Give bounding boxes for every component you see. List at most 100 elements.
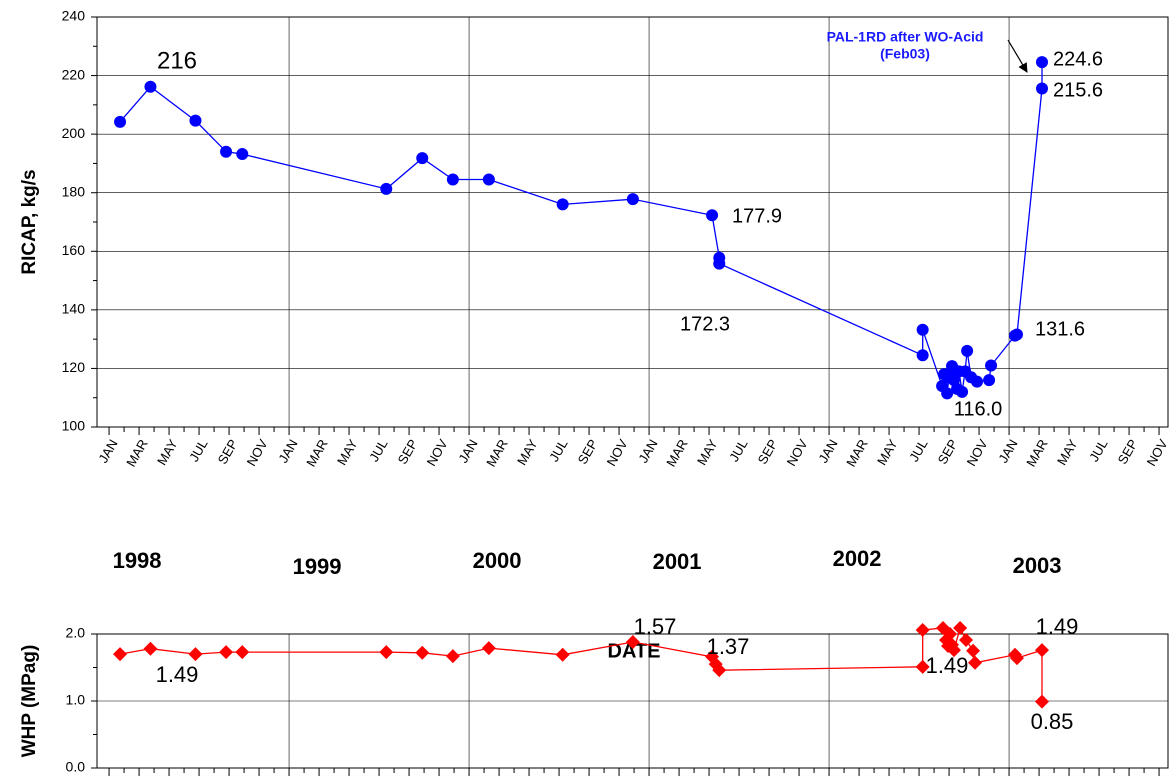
x-tick-label: MAR [123, 437, 150, 470]
x-tick-label: NOV [784, 436, 811, 468]
data-point [114, 115, 127, 128]
year-label: 2000 [473, 548, 522, 573]
year-label: 2003 [1013, 553, 1062, 578]
data-point [379, 645, 394, 660]
data-point [556, 198, 569, 211]
data-point [959, 633, 974, 648]
x-tick-label: MAR [483, 437, 510, 470]
annotation-arrow [1007, 39, 1028, 73]
y-tick-label: 100 [62, 418, 86, 434]
x-tick-label: JUL [726, 437, 751, 465]
data-point [482, 173, 495, 186]
x-tick-label: MAR [1023, 437, 1050, 470]
data-point [946, 643, 961, 658]
data-point [219, 645, 234, 660]
data-point [415, 645, 430, 660]
y-tick-label: 240 [62, 8, 86, 24]
data-point [985, 359, 998, 372]
y-axis-title: WHP (MPag) [19, 645, 40, 758]
data-point [1035, 643, 1049, 658]
data-point [236, 148, 249, 161]
x-tick-label: MAY [154, 436, 181, 467]
annotation: 172.3 [680, 313, 730, 335]
annotation: 0.85 [1031, 709, 1074, 734]
data-point [941, 387, 954, 400]
data-point [968, 655, 983, 670]
data-point [144, 80, 157, 93]
x-tick-label: NOV [964, 436, 991, 468]
data-point [956, 385, 969, 398]
annotation: 1.49 [926, 653, 969, 678]
data-point [235, 645, 250, 660]
x-tick-label: JAN [455, 437, 480, 466]
y-tick-label: 140 [62, 301, 86, 317]
data-point [188, 647, 203, 662]
x-tick-label: SEP [395, 437, 421, 467]
data-point [143, 641, 158, 656]
data-point [555, 647, 570, 662]
annotation: PAL-1RD after WO-Acid [827, 29, 984, 45]
data-point [446, 173, 459, 186]
data-point [966, 643, 981, 658]
y-tick-label: 220 [62, 66, 86, 82]
x-tick-label: MAY [874, 436, 901, 467]
annotation: 224.6 [1053, 48, 1103, 70]
data-point [626, 193, 639, 206]
x-tick-label: JAN [275, 437, 300, 466]
data-point [1035, 694, 1049, 709]
x-tick-label: SEP [1115, 437, 1141, 467]
year-label: 1998 [113, 548, 162, 573]
annotation: 177.9 [732, 205, 782, 227]
data-point [961, 344, 974, 357]
year-label: 2001 [653, 549, 702, 574]
y-tick-label: 1.0 [66, 692, 86, 708]
year-label: 2002 [833, 546, 882, 571]
x-tick-label: MAY [1054, 436, 1081, 467]
x-tick-label: SEP [215, 437, 241, 467]
data-point [712, 663, 727, 678]
annotation: 1.49 [1036, 614, 1079, 639]
x-tick-label: JAN [635, 437, 660, 466]
y-tick-label: 0.0 [66, 759, 86, 775]
plot-frame [96, 16, 1169, 428]
data-point [445, 649, 460, 664]
data-point [481, 641, 496, 656]
data-point [943, 627, 958, 641]
series-line [119, 626, 1043, 702]
x-tick-label: JUL [906, 437, 931, 465]
annotation: 216 [157, 47, 197, 74]
data-point [1009, 651, 1024, 666]
data-point [971, 375, 984, 388]
annotation: 131.6 [1035, 318, 1085, 340]
data-point [983, 374, 996, 387]
data-point [1010, 328, 1023, 341]
data-point [220, 145, 233, 158]
y-tick-label: 160 [62, 242, 86, 258]
data-point [380, 182, 393, 195]
data-point [625, 635, 640, 650]
x-tick-label: JAN [95, 437, 120, 466]
x-tick-label: SEP [935, 437, 961, 467]
y-tick-label: 180 [62, 183, 86, 199]
data-point [916, 349, 929, 362]
x-tick-label: NOV [424, 436, 451, 468]
data-point [916, 323, 929, 336]
data-point [915, 622, 930, 637]
annotation: 1.49 [156, 662, 199, 687]
data-point [953, 620, 968, 635]
x-tick-label: MAY [334, 436, 361, 467]
y-axis-title: RICAP, kg/s [19, 169, 40, 274]
data-point [113, 647, 128, 662]
data-point [713, 257, 726, 270]
y-tick-label: 120 [62, 359, 86, 375]
x-tick-label: NOV [244, 436, 271, 468]
x-tick-label: MAR [303, 437, 330, 470]
x-tick-label: MAY [514, 436, 541, 467]
y-tick-label: 2.0 [66, 625, 86, 641]
data-point [189, 114, 202, 127]
x-tick-label: JUL [546, 437, 571, 465]
data-point [706, 209, 719, 222]
x-tick-label: JUL [186, 437, 211, 465]
x-tick-label: JAN [995, 437, 1020, 466]
